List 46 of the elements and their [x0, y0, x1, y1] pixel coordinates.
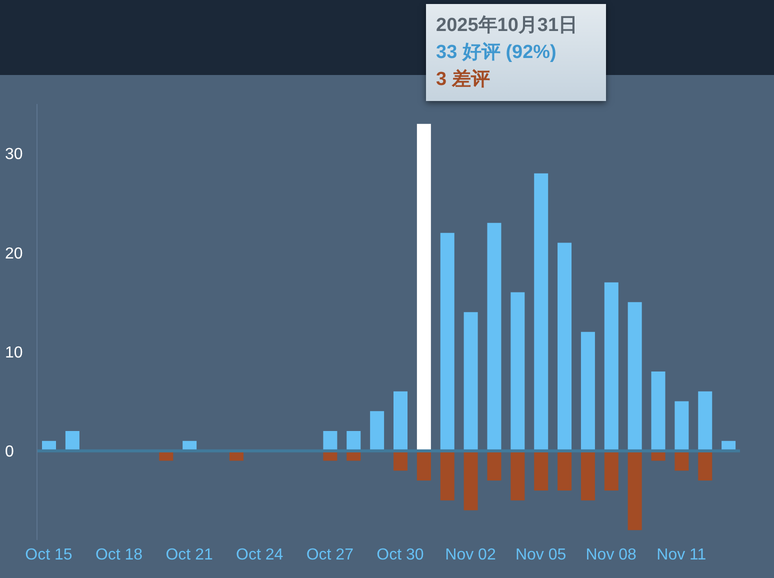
bar: [580, 450, 595, 500]
bar: [510, 292, 525, 451]
bar: [698, 450, 712, 481]
y-tick-label: 0: [5, 444, 14, 460]
bar: [394, 391, 408, 451]
bar: [440, 232, 454, 451]
bar: [604, 450, 618, 490]
bar: [464, 312, 478, 451]
y-tick-label: 30: [5, 146, 23, 164]
bar: [487, 450, 502, 481]
bar: [534, 450, 548, 490]
x-tick-label: Oct 27: [306, 546, 354, 564]
bar: [440, 450, 454, 500]
x-tick-label: Oct 30: [376, 546, 424, 564]
bar: [651, 372, 666, 451]
bar: [698, 391, 712, 451]
bar: [580, 332, 595, 451]
tooltip-box: 2025年10月31日 33 好评 (92%) 3 差评: [426, 4, 606, 101]
x-tick-label: Oct 24: [236, 546, 284, 564]
bar: [346, 431, 361, 451]
y-tick-label: 10: [5, 344, 23, 362]
y-tick-label: 20: [5, 245, 23, 262]
x-tick-label: Oct 15: [25, 546, 72, 564]
bar: [628, 302, 642, 451]
bar: [628, 450, 642, 530]
bar: [65, 431, 80, 451]
x-tick-label: Nov 08: [586, 546, 637, 564]
bar: [558, 450, 572, 490]
bar: [416, 124, 431, 451]
x-tick-label: Nov 11: [656, 546, 706, 564]
bar: [674, 401, 689, 451]
x-tick-label: Nov 05: [515, 546, 566, 564]
x-tick-label: Oct 21: [166, 546, 213, 564]
bar: [604, 282, 618, 451]
bar: [487, 222, 502, 451]
bar: [323, 431, 338, 451]
bar: [558, 242, 572, 451]
bar: [416, 450, 431, 481]
x-tick-label: Nov 02: [445, 546, 496, 564]
bar: [534, 173, 548, 451]
bar: [510, 450, 525, 500]
bar: [370, 411, 384, 451]
x-tick-label: Oct 18: [95, 546, 143, 564]
bar: [674, 450, 689, 471]
bar: [464, 450, 478, 510]
bar: [394, 450, 408, 471]
